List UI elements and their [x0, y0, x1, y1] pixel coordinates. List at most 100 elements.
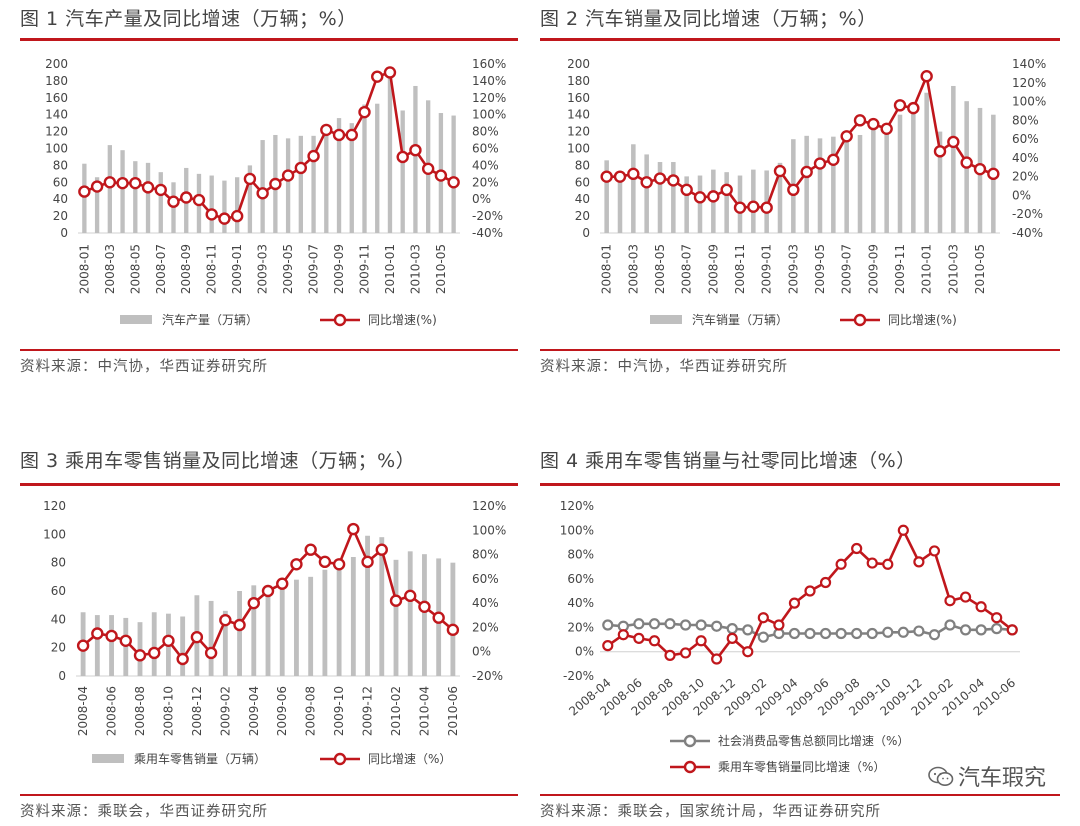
legend-bar-swatch: [650, 315, 682, 324]
growth-point: [600, 170, 613, 183]
right-axis-tick: 60%: [472, 572, 499, 586]
bar: [260, 140, 265, 233]
right-axis-tick: -20%: [472, 669, 503, 683]
figure-1-source: 资料来源：中汽协，华西证券研究所: [20, 359, 268, 375]
growth-point: [162, 634, 175, 647]
bar: [349, 123, 354, 233]
growth-point: [840, 130, 853, 143]
retail-sales-point: [679, 619, 692, 631]
figure-3-top-rule: [20, 483, 518, 486]
growth-point: [294, 161, 308, 175]
car-sales-growth-point: [695, 635, 707, 647]
x-axis-tick: 2008-07: [154, 244, 168, 294]
bar: [311, 135, 316, 233]
left-axis-tick: 160: [567, 91, 590, 105]
car-sales-growth-point: [633, 632, 645, 644]
panel-figure-3: 图 3 乘用车零售销量及同比增速（万辆；%） 0 20 40 60 80 100 120 -2…: [20, 442, 520, 826]
bar: [308, 576, 314, 676]
left-axis-tick: 40: [53, 192, 68, 206]
legend-bar-label: 汽车销量（万辆）: [692, 312, 788, 327]
x-axis-tick: 2009-05: [813, 244, 827, 294]
retail-sales-point: [897, 626, 909, 638]
retail-sales-point: [835, 627, 847, 640]
car-sales-growth-point: [804, 585, 816, 597]
x-axis-tick: 2009-02: [218, 686, 232, 736]
bar: [247, 165, 253, 233]
retail-sales-point: [819, 627, 832, 640]
car-sales-growth-point: [959, 591, 972, 603]
left-axis-tick: 120: [43, 499, 66, 513]
watermark: 汽车瑕究: [928, 760, 1046, 792]
growth-point: [332, 128, 346, 142]
bar: [951, 85, 956, 233]
retail-sales-point: [928, 629, 941, 641]
bar: [844, 141, 849, 233]
bar: [365, 535, 370, 676]
bar: [109, 615, 114, 676]
car-sales-growth-point: [851, 542, 863, 555]
x-axis-tick: 2008-07: [680, 244, 694, 294]
right-axis-tick: 20%: [472, 620, 499, 634]
bar: [451, 115, 456, 233]
growth-point: [129, 176, 142, 190]
right-axis-tick: 80%: [472, 548, 499, 562]
right-axis-tick: 0%: [472, 645, 491, 659]
growth-point: [233, 618, 246, 632]
figure-1-top-rule: [20, 38, 518, 41]
growth-point: [640, 176, 653, 189]
left-axis-tick: 100: [45, 142, 68, 156]
left-axis-tick: 200: [45, 57, 68, 71]
left-axis-tick: 160: [45, 91, 68, 105]
left-axis-tick: 40: [51, 612, 66, 626]
bar: [817, 138, 823, 233]
figure-2-title: 图 2 汽车销量及同比增速（万辆；%）: [540, 8, 877, 30]
car-sales-growth-point: [617, 629, 629, 641]
right-axis-tick: 20%: [472, 175, 499, 189]
left-axis-tick: 80: [51, 556, 66, 570]
car-sales-growth-point: [913, 556, 925, 568]
car-sales-growth-point: [648, 635, 661, 647]
car-sales-growth-point: [882, 558, 894, 570]
retail-sales-point: [711, 620, 723, 632]
x-axis-tick: 2008-03: [103, 244, 117, 294]
bar: [937, 131, 943, 233]
growth-point: [247, 596, 260, 610]
retail-sales-point: [913, 625, 925, 637]
bar: [107, 145, 112, 233]
x-axis-tick: 2008-09: [706, 244, 720, 294]
bar: [265, 586, 271, 676]
car-sales-growth-point: [788, 597, 801, 609]
growth-point: [760, 201, 773, 214]
x-axis-tick: 2009-01: [760, 244, 774, 294]
growth-point: [973, 162, 987, 176]
growth-point: [418, 600, 431, 613]
retail-sales-point: [991, 623, 1003, 635]
legend-line-label: 同比增速（%）: [368, 752, 451, 766]
growth-point: [103, 176, 117, 189]
legend-label: 社会消费品零售总额同比增速（%）: [718, 733, 909, 748]
bar: [897, 114, 903, 233]
bar: [400, 110, 405, 233]
growth-point: [787, 183, 800, 197]
left-axis-tick: 180: [567, 74, 590, 88]
legend-label: 乘用车零售销量同比增速（%）: [718, 759, 885, 774]
growth-point: [733, 201, 747, 214]
growth-point: [204, 646, 218, 660]
bar: [285, 138, 291, 233]
x-axis-tick: 2010-02: [389, 686, 403, 736]
legend-line-marker: [333, 313, 347, 327]
growth-point: [281, 169, 295, 182]
bar: [657, 162, 663, 233]
y-axis-tick: 60%: [567, 572, 594, 586]
growth-point: [76, 639, 90, 652]
x-axis-tick: 2010-01: [920, 244, 934, 294]
left-axis-tick: 0: [60, 226, 68, 240]
bar: [911, 105, 916, 233]
x-axis-tick: 2008-06: [105, 686, 119, 736]
bar: [777, 162, 783, 233]
left-axis-tick: 20: [575, 209, 590, 223]
bar: [336, 559, 342, 676]
x-axis-tick: 2008-01: [600, 244, 614, 294]
bar: [644, 154, 649, 233]
growth-point: [119, 634, 132, 647]
